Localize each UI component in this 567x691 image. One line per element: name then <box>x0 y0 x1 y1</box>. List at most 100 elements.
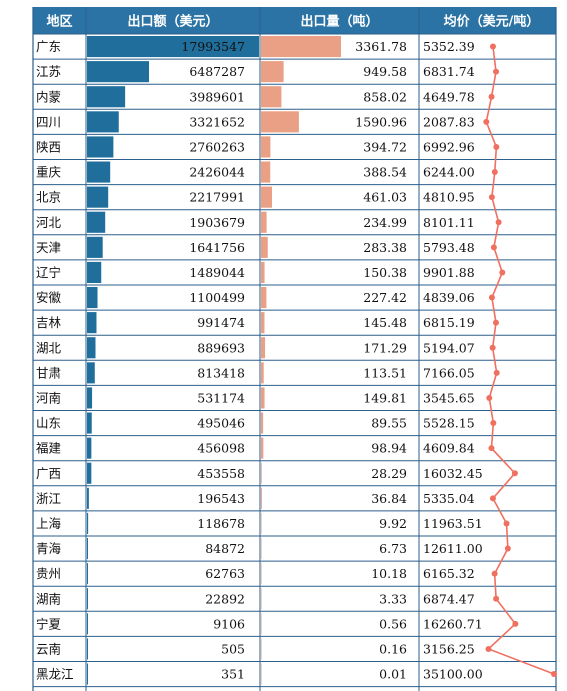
average-price-point <box>504 545 511 552</box>
export-value-bar <box>87 362 95 384</box>
average-price-point <box>488 93 495 100</box>
average-price-point <box>489 495 496 502</box>
average-price-cell: 5335.04 <box>423 491 475 506</box>
export-volume-cell: 9.92 <box>379 516 407 531</box>
export-value-cell: 2217991 <box>189 190 245 205</box>
export-volume-bar <box>261 61 284 83</box>
average-price-cell: 6874.47 <box>423 591 475 606</box>
export-value-cell: 1489044 <box>189 265 245 280</box>
export-volume-cell: 36.84 <box>371 491 407 506</box>
export-value-bar <box>87 487 89 509</box>
export-value-bar <box>87 412 92 434</box>
column-header-export-value: 出口额（美元） <box>127 14 218 30</box>
column-header-export-volume: 出口量（吨） <box>300 14 378 30</box>
average-price-point <box>493 68 500 75</box>
region-cell: 青海 <box>36 541 62 556</box>
export-volume-bar <box>261 487 262 509</box>
export-value-bar <box>87 312 97 334</box>
export-volume-cell: 949.58 <box>363 64 407 79</box>
export-volume-cell: 394.72 <box>363 139 407 154</box>
export-volume-bar <box>261 437 264 459</box>
average-price-cell: 6831.74 <box>423 64 475 79</box>
export-volume-bar <box>261 211 267 233</box>
export-value-cell: 1903679 <box>189 215 245 230</box>
average-price-point <box>512 620 519 627</box>
region-cell: 北京 <box>36 190 61 205</box>
export-volume-bar <box>261 136 271 158</box>
region-cell: 广西 <box>36 466 61 481</box>
export-volume-bar <box>261 512 262 534</box>
export-value-cell: 495046 <box>197 416 245 431</box>
export-volume-bar <box>261 563 262 585</box>
average-price-point <box>491 169 498 176</box>
export-value-cell: 17993547 <box>181 39 245 54</box>
export-value-bar <box>87 136 114 158</box>
export-value-bar <box>87 111 119 133</box>
export-volume-cell: 145.48 <box>363 315 407 330</box>
export-volume-cell: 0.01 <box>379 667 407 682</box>
average-price-cell: 5194.07 <box>423 340 475 355</box>
column-header-average-price: 均价（美元/吨） <box>444 14 540 30</box>
export-volume-bar <box>261 186 272 208</box>
region-cell: 山东 <box>36 416 61 431</box>
export-volume-bar <box>261 312 265 334</box>
average-price-point <box>490 244 497 251</box>
export-volume-cell: 6.73 <box>379 541 407 556</box>
export-value-cell: 9106 <box>213 616 245 631</box>
export-value-bar <box>87 437 92 459</box>
region-cell: 贵州 <box>36 566 61 581</box>
export-volume-bar <box>261 36 341 58</box>
export-value-cell: 22892 <box>205 591 245 606</box>
average-price-point <box>486 394 493 401</box>
export-value-bar <box>87 387 93 409</box>
average-price-point <box>551 671 557 678</box>
export-value-bar <box>87 613 88 635</box>
export-value-cell: 3989601 <box>189 89 245 104</box>
region-cell: 浙江 <box>36 491 61 506</box>
average-price-point <box>490 420 497 427</box>
export-volume-cell: 3361.78 <box>355 39 407 54</box>
export-value-cell: 2426044 <box>189 165 245 180</box>
export-value-bar <box>87 588 88 610</box>
export-value-cell: 531174 <box>197 390 245 405</box>
export-volume-bar <box>261 236 268 258</box>
export-volume-bar <box>261 362 264 384</box>
export-value-cell: 6487287 <box>189 64 245 79</box>
export-volume-cell: 227.42 <box>363 290 407 305</box>
average-price-cell: 3545.65 <box>423 390 475 405</box>
region-cell: 甘肃 <box>36 365 61 380</box>
region-cell: 河北 <box>36 215 62 230</box>
export-value-bar <box>87 563 88 585</box>
export-volume-cell: 171.29 <box>363 340 407 355</box>
region-cell: 云南 <box>36 641 61 656</box>
average-price-point <box>491 570 498 577</box>
region-cell: 河南 <box>36 390 61 405</box>
export-value-bar <box>87 61 150 83</box>
export-volume-bar <box>261 287 267 309</box>
region-cell: 黑龙江 <box>36 667 74 682</box>
average-price-point <box>511 470 518 477</box>
average-price-cell: 6815.19 <box>423 315 475 330</box>
export-volume-cell: 98.94 <box>371 441 407 456</box>
average-price-cell: 5352.39 <box>423 39 475 54</box>
average-price-cell: 6244.00 <box>423 165 475 180</box>
average-price-cell: 7166.05 <box>423 365 475 380</box>
export-volume-bar <box>261 86 282 108</box>
region-cell: 陕西 <box>36 139 61 154</box>
average-price-cell: 2087.83 <box>423 114 475 129</box>
export-volume-cell: 3.33 <box>379 591 407 606</box>
export-volume-bar <box>261 663 262 685</box>
export-value-bar <box>87 337 96 359</box>
export-value-cell: 118678 <box>197 516 245 531</box>
export-value-cell: 2760263 <box>189 139 245 154</box>
export-value-bar <box>87 161 111 183</box>
region-cell: 重庆 <box>36 165 62 180</box>
export-value-bar <box>87 211 106 233</box>
average-price-point <box>488 194 495 201</box>
region-cell: 上海 <box>36 516 62 531</box>
export-value-cell: 453558 <box>197 466 245 481</box>
average-price-point <box>489 344 496 351</box>
export-volume-cell: 388.54 <box>363 165 407 180</box>
export-volume-cell: 1590.96 <box>355 114 407 129</box>
average-price-cell: 8101.11 <box>423 215 475 230</box>
